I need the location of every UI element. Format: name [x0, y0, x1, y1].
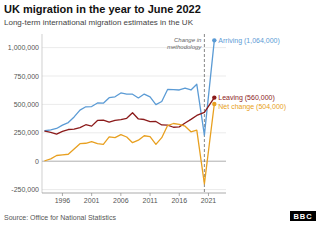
x-axis-line: [42, 193, 226, 194]
chart: UK migration in the year to June 2022 Lon…: [0, 0, 320, 225]
grid: [42, 48, 226, 190]
x-tick-label: 1996: [55, 197, 71, 204]
x-tick-label: 2011: [143, 197, 158, 204]
series-label: Net change (504,000): [218, 103, 286, 111]
series-label: Leaving (560,000): [218, 94, 274, 102]
y-tick-label: 500,000: [14, 101, 39, 108]
annotation-line: methodology: [167, 44, 202, 50]
x-tick-label: 2021: [201, 197, 217, 204]
plot-area: [45, 34, 217, 193]
x-tick-label: 2001: [84, 197, 100, 204]
x-tick: [91, 193, 92, 196]
y-tick-label: 750,000: [14, 73, 39, 80]
x-tick: [62, 193, 63, 196]
methodology-line: [204, 34, 205, 193]
series-line: [45, 40, 214, 135]
y-tick-label: 0: [35, 158, 39, 165]
x-tick-label: 2016: [171, 197, 187, 204]
x-tick-label: 2006: [113, 197, 129, 204]
series-line: [45, 98, 214, 135]
grid-line: [42, 132, 226, 133]
grid-line: [42, 104, 226, 105]
annotation-line: Change in: [174, 37, 202, 43]
series-label: Arriving (1,064,000): [218, 37, 279, 45]
end-dot: [212, 38, 216, 42]
grid-line: [42, 161, 226, 162]
x-tick: [208, 193, 209, 196]
title: UK migration in the year to June 2022: [4, 3, 201, 15]
logo-box: [290, 211, 316, 221]
source: Source: Office for National Statistics: [4, 214, 116, 221]
end-dot: [212, 95, 216, 99]
x-tick: [120, 193, 121, 196]
x-tick: [150, 193, 151, 196]
y-tick-label: 250,000: [14, 129, 39, 136]
y-axis-line: [42, 34, 43, 193]
logo: BBC: [293, 212, 312, 221]
annotation: Change inmethodology: [167, 37, 202, 50]
series-line: [45, 104, 214, 184]
grid-line: [42, 189, 226, 190]
subtitle: Long-term international migration estima…: [4, 18, 194, 27]
end-dot: [212, 102, 216, 106]
y-tick-label: 1,000,000: [8, 44, 39, 51]
grid-line: [42, 76, 226, 77]
y-tick-label: -250,000: [11, 186, 39, 193]
x-tick: [179, 193, 180, 196]
